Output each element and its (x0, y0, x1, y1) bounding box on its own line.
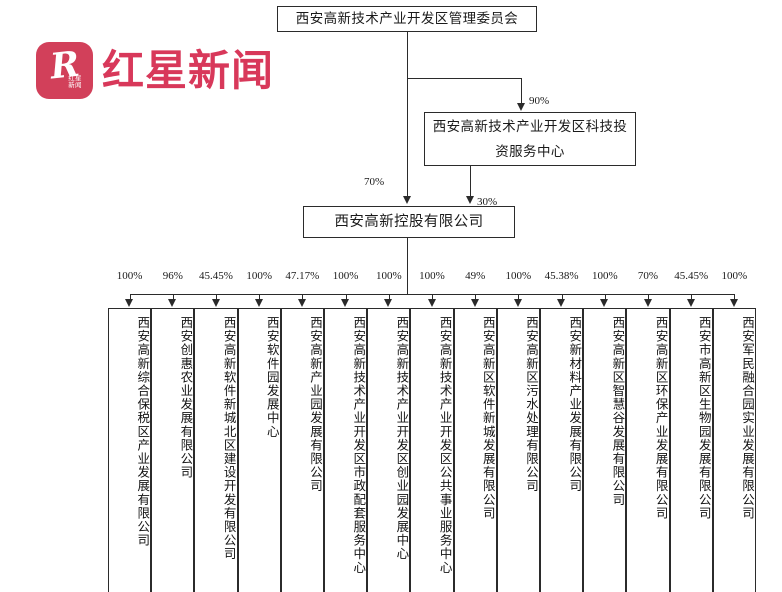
subsidiary-label-15: 西安军民融合园实业发展有限公司 (739, 316, 755, 520)
subsidiary-drop-line-8 (432, 294, 433, 302)
edge-90-arrowhead (516, 103, 525, 111)
red-star-news-logo-icon: R 红星 新闻 (36, 42, 93, 99)
subsidiary-arrowhead-5 (297, 299, 306, 307)
subsidiary-label-13: 西安高新区环保产业发展有限公司 (653, 316, 669, 520)
subsidiary-arrowhead-2 (168, 299, 177, 307)
node-subsidiary-6: 西安高新技术产业开发区市政配套服务中心 (324, 308, 368, 592)
subsidiary-label-14: 西安市高新区生物园发展有限公司 (696, 316, 712, 520)
subsidiary-drop-line-2 (172, 294, 174, 302)
edge-30-arrowhead (465, 196, 474, 204)
node-subsidiary-4: 西安软件园发展中心 (237, 308, 281, 592)
subsidiary-drop-line-7 (388, 294, 390, 302)
edge-70-stem (407, 78, 408, 199)
subsidiary-percent-7: 100% (375, 270, 402, 282)
subsidiary-percent-1: 100% (116, 270, 143, 282)
subsidiary-arrowhead-7 (384, 299, 393, 307)
subsidiary-percent-2: 96% (162, 270, 183, 282)
subsidiary-drop-line-5 (302, 294, 304, 302)
node-subsidiary-11: 西安新材料产业发展有限公司 (540, 308, 584, 592)
node-investment-service-center: 西安高新技术产业开发区科技投资服务中心 (424, 112, 636, 166)
subsidiary-percent-14: 45.45% (674, 270, 709, 282)
node-subsidiary-13: 西安高新区环保产业发展有限公司 (626, 308, 670, 592)
subsidiary-label-6: 西安高新技术产业开发区市政配套服务中心 (351, 316, 367, 575)
edge-30-stem (470, 166, 471, 199)
subsidiary-label-5: 西安高新产业园发展有限公司 (307, 316, 323, 493)
subsidiary-bus-line (129, 294, 735, 295)
subsidiary-percent-4: 100% (246, 270, 273, 282)
subsidiary-label-12: 西安高新区智慧谷发展有限公司 (610, 316, 626, 507)
subsidiary-percent-15: 100% (721, 270, 748, 282)
subsidiary-arrowhead-9 (470, 299, 479, 307)
subsidiary-label-10: 西安高新区污水处理有限公司 (523, 316, 539, 493)
subsidiary-drop-line-6 (345, 294, 347, 302)
node-subsidiary-12: 西安高新区智慧谷发展有限公司 (583, 308, 627, 592)
subsidiary-arrowhead-14 (686, 299, 695, 307)
subsidiary-label-1: 西安高新综合保税区产业发展有限公司 (135, 316, 151, 548)
edge-label-90: 90% (529, 95, 550, 107)
subsidiary-percent-5: 47.17% (285, 270, 320, 282)
subsidiary-percent-13: 70% (637, 270, 659, 282)
subsidiary-drop-line-10 (518, 294, 520, 302)
subsidiary-arrowhead-11 (557, 299, 566, 307)
subsidiary-drop-line-13 (648, 294, 649, 302)
subsidiary-label-7: 西安高新技术产业开发区创业园发展中心 (394, 316, 410, 561)
subsidiary-drop-line-12 (604, 294, 606, 302)
subsidiary-percent-11: 45.38% (544, 270, 579, 282)
logo-icon-subtext: 红星 新闻 (68, 74, 82, 90)
subsidiary-percent-9: 49% (465, 270, 486, 282)
node-holding-company: 西安高新控股有限公司 (303, 206, 515, 238)
subsidiary-arrowhead-15 (729, 299, 738, 307)
subsidiary-drop-line-14 (691, 294, 693, 302)
subsidiary-arrowhead-3 (211, 299, 220, 307)
node-subsidiary-2: 西安创惠农业发展有限公司 (151, 308, 195, 592)
edge-root-stem (407, 32, 408, 78)
subsidiary-label-3: 西安高新软件新城北区建设开发有限公司 (221, 316, 237, 561)
edge-label-30: 30% (477, 196, 498, 208)
node-subsidiary-1: 西安高新综合保税区产业发展有限公司 (108, 308, 152, 592)
subsidiary-arrowhead-13 (643, 299, 652, 307)
subsidiary-arrowhead-4 (254, 299, 263, 307)
subsidiary-label-11: 西安新材料产业发展有限公司 (567, 316, 583, 493)
subsidiary-label-4: 西安软件园发展中心 (264, 316, 280, 439)
edge-70-arrowhead (402, 196, 411, 204)
subsidiary-arrowhead-10 (513, 299, 522, 307)
subsidiary-percent-12: 100% (591, 270, 618, 282)
node-subsidiary-8: 西安高新技术产业开发区公共事业服务中心 (410, 308, 454, 592)
subsidiary-label-2: 西安创惠农业发展有限公司 (178, 316, 194, 480)
node-subsidiary-15: 西安军民融合园实业发展有限公司 (712, 308, 756, 592)
subsidiary-drop-line-3 (216, 294, 217, 302)
subsidiary-arrowhead-6 (341, 299, 350, 307)
edge-holding-stem (407, 238, 408, 294)
subsidiary-arrowhead-12 (600, 299, 609, 307)
red-star-news-logo: R 红星 新闻 红星新闻 (36, 42, 274, 99)
node-subsidiary-5: 西安高新产业园发展有限公司 (280, 308, 324, 592)
subsidiary-arrowhead-8 (427, 299, 436, 307)
subsidiary-percent-10: 100% (505, 270, 532, 282)
subsidiary-drop-line-4 (259, 294, 261, 302)
subsidiary-percent-3: 45.45% (199, 270, 233, 282)
subsidiary-drop-line-9 (475, 294, 477, 302)
subsidiary-arrowhead-1 (125, 299, 134, 307)
subsidiary-percent-6: 100% (332, 270, 359, 282)
subsidiary-percent-8: 100% (419, 270, 445, 282)
subsidiary-label-8: 西安高新技术产业开发区公共事业服务中心 (437, 316, 453, 575)
subsidiary-label-9: 西安高新区软件新城发展有限公司 (480, 316, 496, 520)
brand-name-text: 红星新闻 (102, 45, 275, 95)
node-root-committee: 西安高新技术产业开发区管理委员会 (277, 6, 537, 32)
node-subsidiary-7: 西安高新技术产业开发区创业园发展中心 (367, 308, 411, 592)
edge-root-to-investment-center (407, 78, 521, 79)
node-subsidiary-10: 西安高新区污水处理有限公司 (496, 308, 540, 592)
node-subsidiary-3: 西安高新软件新城北区建设开发有限公司 (194, 308, 238, 592)
subsidiary-drop-line-11 (561, 294, 563, 302)
node-subsidiary-9: 西安高新区软件新城发展有限公司 (453, 308, 497, 592)
subsidiary-drop-line-1 (129, 294, 131, 302)
edge-90-stem (521, 78, 522, 106)
node-subsidiary-14: 西安市高新区生物园发展有限公司 (669, 308, 713, 592)
subsidiary-drop-line-15 (734, 294, 736, 302)
edge-label-70: 70% (364, 176, 385, 188)
